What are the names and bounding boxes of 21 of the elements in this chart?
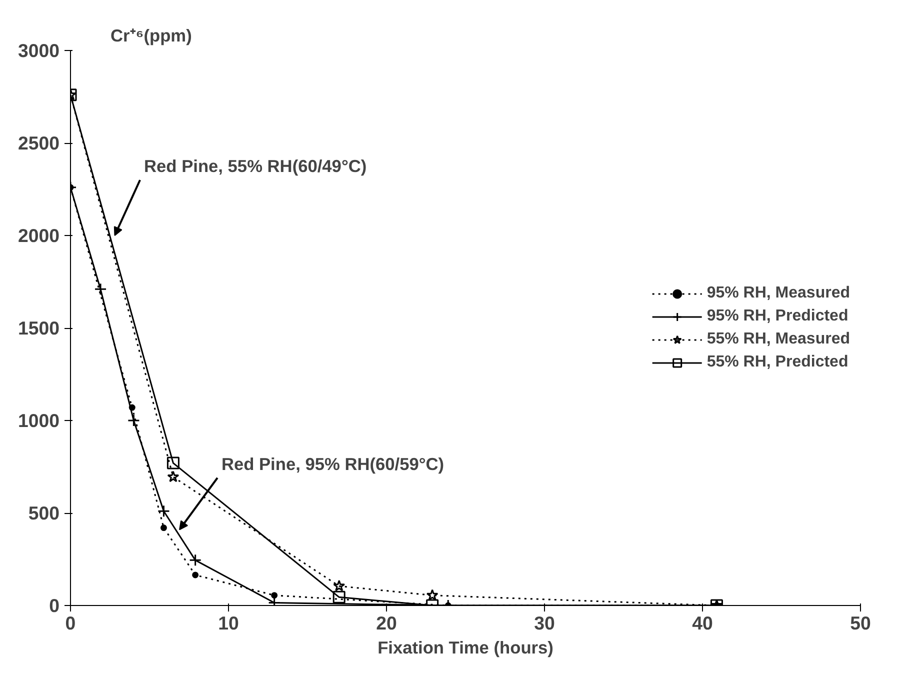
x-axis-title: Fixation Time (hours) [378, 638, 554, 658]
legend-label: 55% RH, Measured [706, 330, 850, 348]
y-tick-label: 3000 [18, 40, 60, 61]
y-tick-label: 500 [28, 502, 60, 524]
x-tick-label: 30 [534, 612, 555, 634]
y-tick-label: 1000 [18, 410, 60, 431]
y-tick-label: 1500 [18, 318, 60, 338]
legend-label: 95% RH, Measured [706, 284, 850, 302]
x-tick-label: 10 [218, 612, 239, 634]
y-tick-label: 2000 [18, 225, 60, 246]
x-tick-label: 50 [850, 612, 871, 634]
annotation: Red Pine, 95% RH(60/59°C) [221, 454, 444, 474]
annotation: Red Pine, 55% RH(60/49°C) [144, 156, 367, 176]
legend-label: 95% RH, Predicted [706, 307, 848, 325]
y-tick-label: 2500 [18, 132, 60, 154]
y-tick-label: 0 [49, 595, 60, 616]
x-tick-label: 0 [65, 612, 76, 634]
x-tick-label: 20 [376, 612, 397, 634]
legend-label: 55% RH, Predicted [706, 353, 848, 371]
x-tick-label: 40 [692, 612, 713, 634]
y-axis-title: Cr⁺⁶(ppm) [110, 26, 192, 46]
